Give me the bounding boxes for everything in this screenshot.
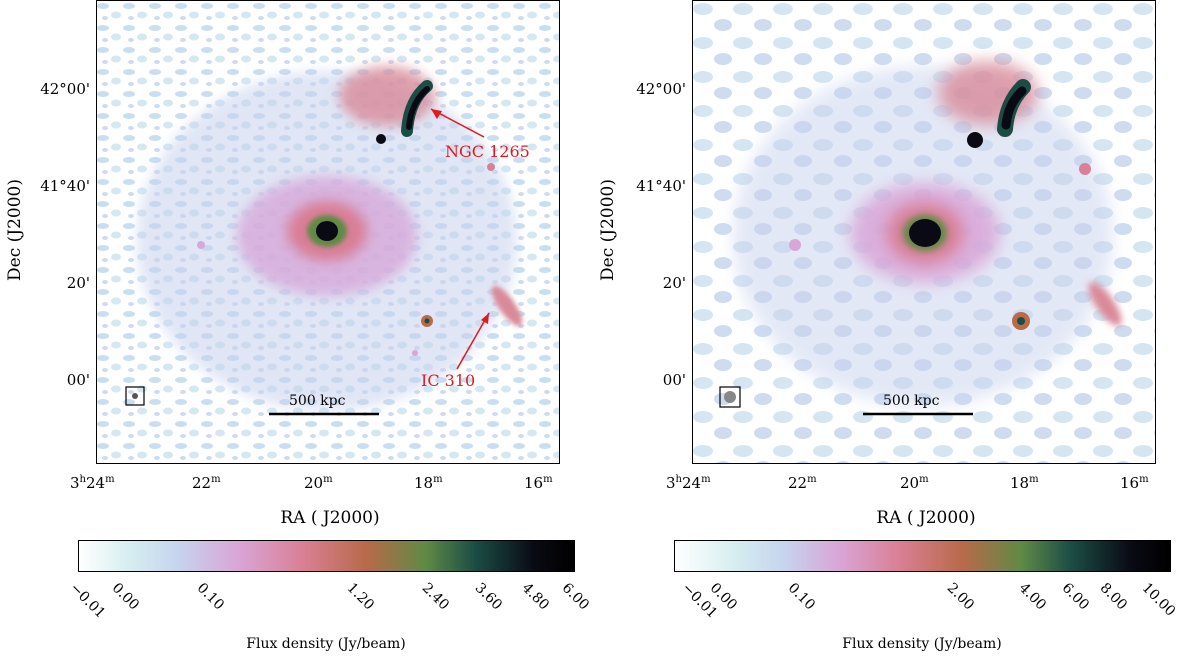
colorbar-tick: 10.00 <box>1138 580 1179 620</box>
colorbar-tick: 6.00 <box>558 580 593 614</box>
colorbar-title: Flux density (Jy/beam) <box>246 636 406 652</box>
right-panel: 500 kpc 42°00' 41°40' 20' 00' Dec (J2000… <box>598 0 1190 658</box>
x-tick: 20m <box>304 474 333 492</box>
x-tick: 22m <box>788 474 817 492</box>
right-radio-map: 500 kpc <box>692 0 1156 464</box>
y-axis-title: Dec (J2000) <box>598 179 618 281</box>
colorbar-tick: 2.40 <box>418 580 453 614</box>
colorbar-tick: 4.80 <box>518 580 553 614</box>
colorbar-tick: 3.60 <box>471 580 506 614</box>
y-tick: 00' <box>662 371 686 389</box>
right-colorbar <box>674 540 1171 572</box>
y-tick: 41°40' <box>40 177 90 195</box>
x-tick: 16m <box>524 474 553 492</box>
y-tick: 20' <box>66 274 90 292</box>
scale-bar-label: 500 kpc <box>289 393 346 409</box>
colorbar-tick: 8.00 <box>1096 580 1131 614</box>
colorbar-tick: 2.00 <box>943 580 978 614</box>
colorbar-tick: 0.10 <box>193 580 228 614</box>
ic310-label: IC 310 <box>421 371 476 390</box>
x-tick: 16m <box>1120 474 1149 492</box>
colorbar-tick: 6.00 <box>1058 580 1093 614</box>
y-tick: 00' <box>66 371 90 389</box>
colorbar-tick: 0.00 <box>108 580 143 614</box>
y-axis-title: Dec (J2000) <box>5 179 25 281</box>
x-axis-title: RA ( J2000) <box>280 508 380 528</box>
left-panel: NGC 1265 IC 310 500 kpc 42°00' 41°40' 20… <box>0 0 593 658</box>
y-tick: 20' <box>662 274 686 292</box>
colorbar-title: Flux density (Jy/beam) <box>842 636 1002 652</box>
x-tick: 20m <box>900 474 929 492</box>
x-axis-title: RA ( J2000) <box>876 508 976 528</box>
y-tick: 42°00' <box>40 80 90 98</box>
colorbar-tick: 1.20 <box>343 580 378 614</box>
ngc1265-label: NGC 1265 <box>445 142 530 161</box>
x-tick: 3h24m <box>666 474 711 492</box>
left-radio-map: NGC 1265 IC 310 500 kpc <box>96 0 560 464</box>
scale-bar-label: 500 kpc <box>883 393 940 409</box>
colorbar-tick: 0.10 <box>784 580 819 614</box>
colorbar-tick: −0.01 <box>66 580 109 622</box>
left-map-image <box>97 1 559 463</box>
x-tick: 22m <box>192 474 221 492</box>
colorbar-tick: 4.00 <box>1015 580 1050 614</box>
y-tick: 41°40' <box>636 177 686 195</box>
x-tick: 18m <box>1010 474 1039 492</box>
x-tick: 18m <box>414 474 443 492</box>
x-tick: 3h24m <box>70 474 115 492</box>
left-colorbar <box>78 540 575 572</box>
y-tick: 42°00' <box>636 80 686 98</box>
right-map-image <box>693 1 1155 463</box>
